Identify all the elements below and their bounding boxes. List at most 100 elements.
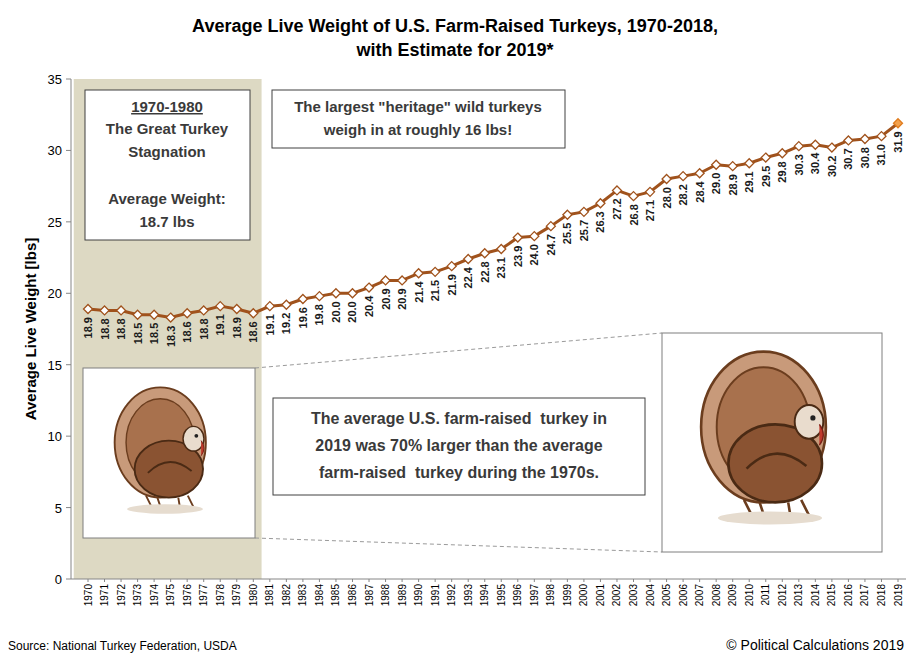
x-tick-label: 2009 — [727, 584, 738, 607]
data-label: 30.7 — [842, 148, 854, 169]
data-point — [877, 132, 886, 141]
data-label: 27.2 — [611, 198, 623, 219]
x-tick — [864, 579, 865, 582]
x-tick — [534, 579, 535, 582]
x-tick — [815, 579, 816, 582]
data-label: 21.9 — [446, 274, 458, 295]
annotation-box — [272, 90, 565, 148]
x-tick — [451, 579, 452, 582]
x-tick-label: 2005 — [661, 584, 672, 607]
x-tick — [187, 579, 188, 582]
copyright: © Political Calculations 2019 — [726, 637, 904, 653]
y-axis-title: Average Live Weight [lbs] — [22, 238, 39, 421]
data-label: 29.1 — [743, 171, 755, 192]
x-tick — [154, 579, 155, 582]
data-label: 18.8 — [99, 318, 111, 339]
wattle — [201, 441, 204, 456]
annotation-text: Average Weight: — [108, 190, 226, 207]
annotation-text: farm-raised turkey during the 1970s. — [319, 464, 599, 481]
x-tick — [650, 579, 651, 582]
x-tick — [236, 579, 237, 582]
x-tick-label: 1992 — [446, 584, 457, 607]
x-tick — [501, 579, 502, 582]
x-tick-label: 1991 — [430, 584, 441, 607]
data-label: 20.4 — [363, 295, 375, 317]
annotation-text: 18.7 lbs — [139, 213, 194, 230]
shadow — [718, 512, 822, 525]
x-tick — [88, 579, 89, 582]
data-label: 19.1 — [264, 314, 276, 335]
x-tick-label: 1972 — [116, 584, 127, 607]
source-note: Source: National Turkey Federation, USDA — [8, 639, 237, 653]
data-point — [265, 302, 274, 311]
data-point — [712, 160, 721, 169]
data-point — [778, 149, 787, 158]
annotation-text: 2019 was 70% larger than the average — [315, 437, 602, 454]
x-tick — [782, 579, 783, 582]
x-tick — [798, 579, 799, 582]
x-tick-label: 1986 — [347, 584, 358, 607]
data-label: 18.3 — [165, 326, 177, 347]
x-tick-label: 1987 — [364, 584, 375, 607]
eye — [810, 415, 815, 420]
x-tick — [269, 579, 270, 582]
data-label: 31.0 — [875, 144, 887, 165]
data-point — [596, 199, 605, 208]
y-tick-label: 10 — [48, 429, 62, 444]
data-label: 18.9 — [82, 317, 94, 338]
annotation-box — [273, 398, 645, 495]
data-point — [646, 187, 655, 196]
x-tick-label: 1988 — [380, 584, 391, 607]
data-point — [348, 289, 357, 298]
x-tick — [633, 579, 634, 582]
data-point — [844, 136, 853, 145]
data-point — [331, 289, 340, 298]
x-tick-label: 1978 — [215, 584, 226, 607]
x-tick-label: 2006 — [678, 584, 689, 607]
shaded-range — [74, 79, 262, 579]
data-point — [150, 310, 159, 319]
x-tick-label: 2012 — [777, 584, 788, 607]
data-label: 19.1 — [214, 314, 226, 335]
data-label: 24.0 — [528, 244, 540, 265]
x-tick-label: 1981 — [264, 584, 275, 607]
x-tick-label: 2011 — [760, 584, 771, 606]
data-point — [464, 255, 473, 264]
annotation-box — [85, 90, 250, 240]
data-label: 21.5 — [429, 280, 441, 301]
data-point — [679, 172, 688, 181]
y-tick-label: 15 — [48, 358, 62, 373]
data-point — [811, 140, 820, 149]
data-label: 29.0 — [710, 173, 722, 194]
data-label: 29.8 — [776, 161, 788, 182]
chart: Average Live Weight of U.S. Farm-Raised … — [0, 0, 910, 660]
data-point — [315, 292, 324, 301]
x-tick — [104, 579, 105, 582]
x-tick-label: 2000 — [578, 584, 589, 607]
data-point — [695, 169, 704, 178]
data-label: 20.0 — [346, 301, 358, 322]
x-tick-label: 2015 — [826, 584, 837, 607]
x-tick-label: 1974 — [149, 584, 160, 607]
x-tick-label: 2004 — [645, 584, 656, 607]
data-point — [579, 207, 588, 216]
x-tick — [170, 579, 171, 582]
data-label: 25.5 — [561, 223, 573, 244]
y-tick — [66, 150, 71, 151]
data-point — [480, 249, 489, 258]
data-point — [745, 159, 754, 168]
x-tick-label: 1970 — [83, 584, 94, 607]
x-tick-label: 1996 — [512, 584, 523, 607]
data-point — [794, 142, 803, 151]
data-point — [166, 313, 175, 322]
x-tick — [435, 579, 436, 582]
y-tick — [66, 507, 71, 508]
background — [0, 0, 910, 660]
x-tick — [583, 579, 584, 582]
tail-fan — [115, 387, 206, 497]
data-label: 18.8 — [115, 318, 127, 339]
data-label: 30.2 — [826, 156, 838, 177]
x-tick-label: 1989 — [397, 584, 408, 607]
x-tick-label: 1980 — [248, 584, 259, 607]
data-label: 26.3 — [594, 211, 606, 232]
